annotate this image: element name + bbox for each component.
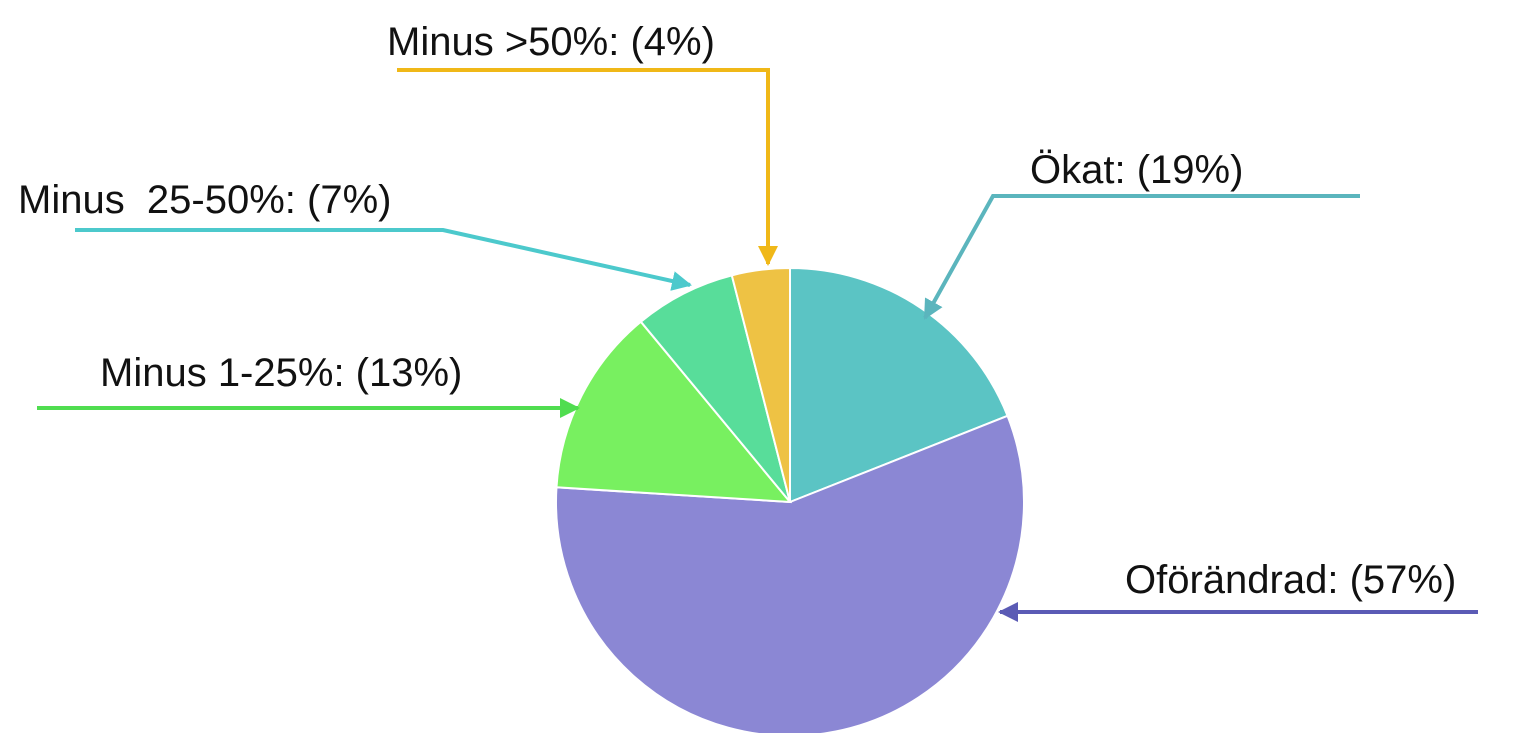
pie-slice: [639, 274, 791, 503]
pie-slice: [730, 266, 791, 503]
slice-label: Minus 1-25%: (13%): [100, 351, 462, 395]
leader-line: [75, 228, 692, 291]
leader-line: [397, 68, 778, 266]
leader-line: [923, 194, 1360, 320]
pie-slice: [789, 266, 1009, 504]
slice-label: Minus 25-50%: (7%): [18, 178, 391, 222]
slice-label: Oförändrad: (57%): [1125, 558, 1456, 602]
pie-slice: [555, 320, 793, 504]
slice-label: Minus >50%: (4%): [387, 20, 715, 64]
slice-label: Ökat: (19%): [1030, 148, 1243, 192]
